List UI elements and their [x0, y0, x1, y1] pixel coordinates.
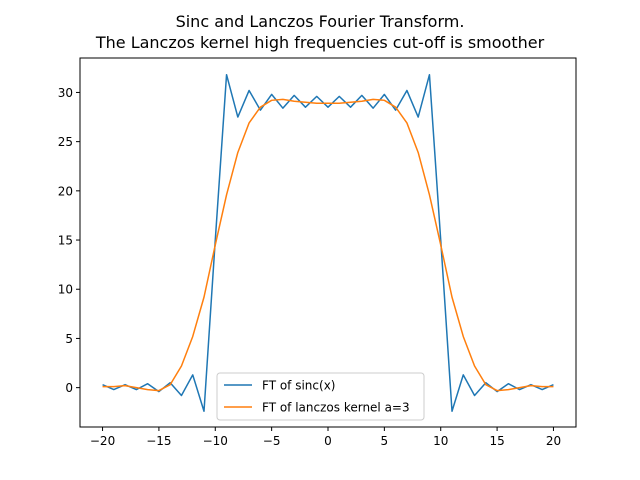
y-tick-label: 20: [58, 184, 73, 198]
x-tick-label: 20: [546, 434, 561, 448]
x-tick-label: 0: [324, 434, 332, 448]
chart-title-line-2: The Lanczos kernel high frequencies cut-…: [95, 33, 545, 52]
series-line-1: [102, 98, 554, 392]
y-tick-label: 5: [65, 332, 73, 346]
y-tick-label: 15: [58, 234, 73, 248]
legend: FT of sinc(x) FT of lanczos kernel a=3: [216, 372, 425, 421]
x-tick-label: −15: [146, 434, 171, 448]
x-tick-label: 5: [381, 434, 389, 448]
series-line-0: [102, 73, 554, 413]
legend-label-lanczos: FT of lanczos kernel a=3: [262, 401, 410, 415]
x-tick-label: 15: [489, 434, 504, 448]
legend-box: [216, 372, 425, 421]
y-tick-label: 25: [58, 135, 73, 149]
chart-title-line-1: Sinc and Lanczos Fourier Transform.: [176, 12, 465, 31]
x-tick-label: 10: [433, 434, 448, 448]
x-axis: −20 −15 −10 −5 0 5 10 15 20: [90, 427, 561, 448]
y-axis: 0 5 10 15 20 25 30: [58, 86, 80, 395]
x-tick-label: −5: [263, 434, 281, 448]
y-tick-label: 0: [65, 381, 73, 395]
legend-label-sinc: FT of sinc(x): [262, 379, 335, 393]
y-tick-label: 30: [58, 86, 73, 100]
x-tick-label: −10: [203, 434, 228, 448]
x-tick-label: −20: [90, 434, 115, 448]
y-tick-label: 10: [58, 283, 73, 297]
series-layer: [102, 73, 554, 413]
